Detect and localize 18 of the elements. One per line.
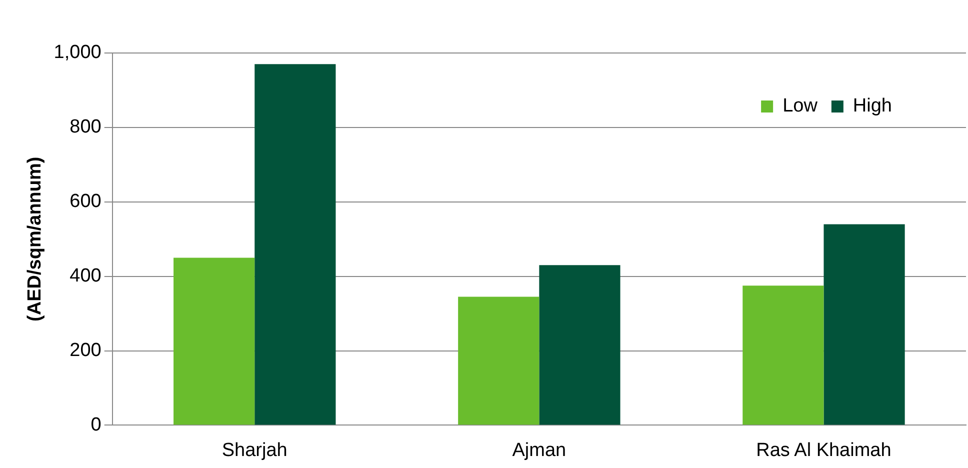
bar (742, 286, 824, 425)
legend-label: High (852, 96, 892, 117)
bar (539, 265, 620, 425)
y-axis-title: (AED/sqm/annum) (24, 156, 46, 322)
x-tick-label: Ras Al Khaimah (756, 440, 892, 461)
y-tick-label: 400 (70, 266, 102, 287)
bar (174, 258, 255, 425)
x-tick-label: Sharjah (222, 440, 288, 461)
y-tick-label: 0 (90, 414, 102, 436)
y-tick-label: 200 (70, 340, 102, 361)
bar (254, 64, 336, 425)
bar (458, 296, 540, 425)
legend-label: Low (782, 96, 818, 117)
y-tick-label: 1,000 (54, 42, 102, 64)
y-tick-label: 800 (70, 116, 102, 138)
y-tick-label: 600 (70, 191, 102, 212)
bar (824, 224, 905, 425)
x-tick-label: Ajman (512, 440, 566, 461)
